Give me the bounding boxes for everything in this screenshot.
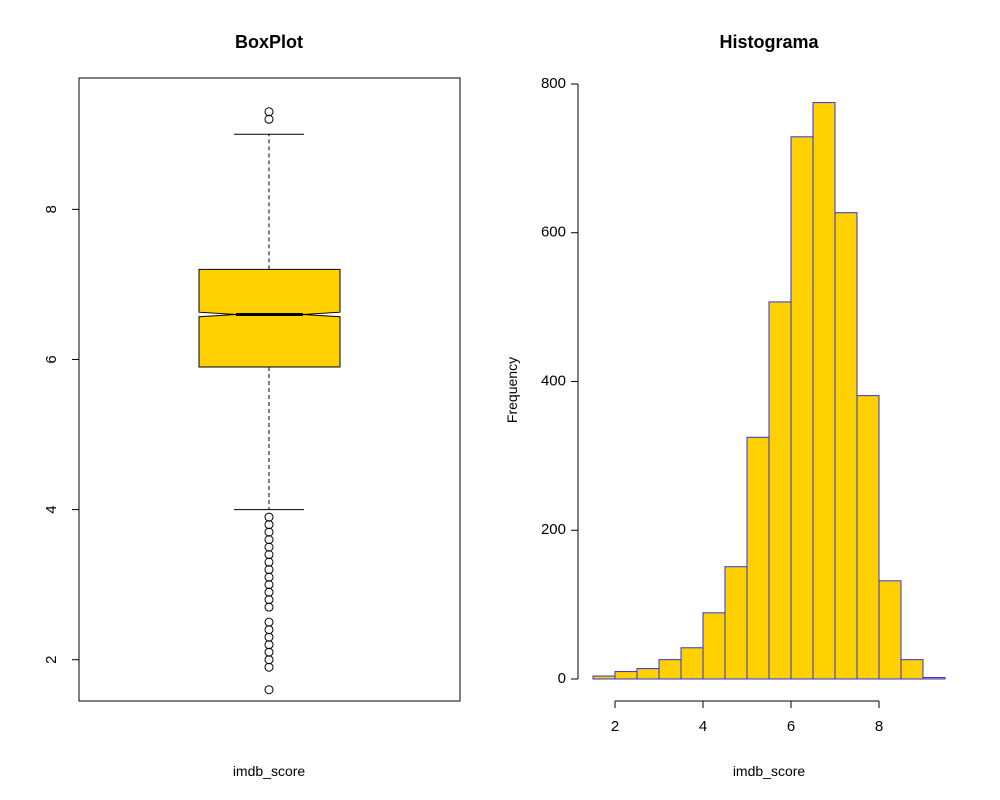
boxplot-outliers: [264, 107, 274, 695]
histogram-bar: [658, 659, 682, 680]
boxplot-outlier-point: [264, 527, 274, 537]
boxplot-y-tick-label: 2: [43, 656, 60, 664]
histogram-x-axis: 2 4 6 8: [611, 700, 883, 735]
boxplot-outlier-point: [264, 640, 274, 650]
histogram-bar: [790, 136, 814, 680]
histogram-bar: [768, 301, 792, 680]
boxplot-outlier-point: [264, 557, 274, 567]
histogram-bar: [724, 566, 748, 680]
histogram-bar: [922, 677, 946, 680]
boxplot-y-tick-label: 8: [43, 205, 60, 213]
histogram-x-tick-label: 6: [787, 718, 795, 735]
histogram-bar: [746, 436, 770, 680]
histogram-bar: [702, 612, 726, 680]
boxplot-box: [198, 268, 341, 368]
histogram-y-axis: 0 200 400 600 800: [541, 75, 579, 687]
boxplot-outlier-point: [264, 595, 274, 605]
boxplot-outlier-point: [264, 512, 274, 522]
boxplot-y-axis: 2 4 6 8: [43, 205, 80, 664]
boxplot-outlier-point: [264, 632, 274, 642]
histogram-x-axis-label: imdb_score: [733, 763, 806, 779]
boxplot-y-tick-label: 4: [43, 505, 60, 513]
boxplot-outlier-point: [264, 662, 274, 672]
histogram-y-axis-label: Frequency: [504, 357, 520, 423]
histogram-bar: [812, 102, 836, 680]
histogram-bar: [592, 675, 616, 680]
boxplot-outlier-point: [264, 617, 274, 627]
histogram-y-tick-label: 200: [541, 521, 566, 538]
histogram-bar: [614, 671, 638, 680]
histogram-y-tick-label: 0: [558, 670, 566, 687]
histogram-bar: [636, 668, 660, 680]
histogram-bar: [834, 212, 858, 680]
boxplot-outlier-point: [264, 572, 274, 582]
boxplot-outlier-point: [264, 542, 274, 552]
boxplot-y-tick-label: 6: [43, 355, 60, 363]
boxplot-panel: BoxPlot 2 4 6 8 imdb_score: [43, 32, 461, 779]
boxplot-x-axis-label: imdb_score: [233, 763, 306, 779]
boxplot-outlier-point: [264, 655, 274, 665]
boxplot-outlier-point: [264, 580, 274, 590]
histogram-bars: [592, 102, 946, 680]
boxplot-outlier-point: [264, 520, 274, 530]
histogram-bar: [878, 580, 902, 680]
histogram-bar: [856, 395, 880, 680]
boxplot-outlier-point: [264, 625, 274, 635]
boxplot-outlier-point: [264, 685, 274, 695]
boxplot-outlier-point: [264, 602, 274, 612]
histogram-bar: [680, 647, 704, 680]
boxplot-outlier-point: [264, 550, 274, 560]
boxplot-outlier-point: [264, 587, 274, 597]
boxplot-body: [198, 133, 341, 511]
histogram-y-tick-label: 400: [541, 372, 566, 389]
histogram-x-tick-label: 8: [875, 718, 883, 735]
boxplot-outlier-point: [264, 107, 274, 117]
boxplot-outlier-point: [264, 114, 274, 124]
histogram-y-tick-label: 600: [541, 224, 566, 241]
boxplot-outlier-point: [264, 647, 274, 657]
histogram-title: Histograma: [719, 32, 819, 52]
histogram-y-tick-label: 800: [541, 75, 566, 92]
boxplot-title: BoxPlot: [235, 32, 303, 52]
histogram-x-tick-label: 2: [611, 718, 619, 735]
boxplot-outlier-point: [264, 535, 274, 545]
histogram-bar: [900, 659, 924, 680]
histogram-x-tick-label: 4: [699, 718, 707, 735]
boxplot-outlier-point: [264, 565, 274, 575]
